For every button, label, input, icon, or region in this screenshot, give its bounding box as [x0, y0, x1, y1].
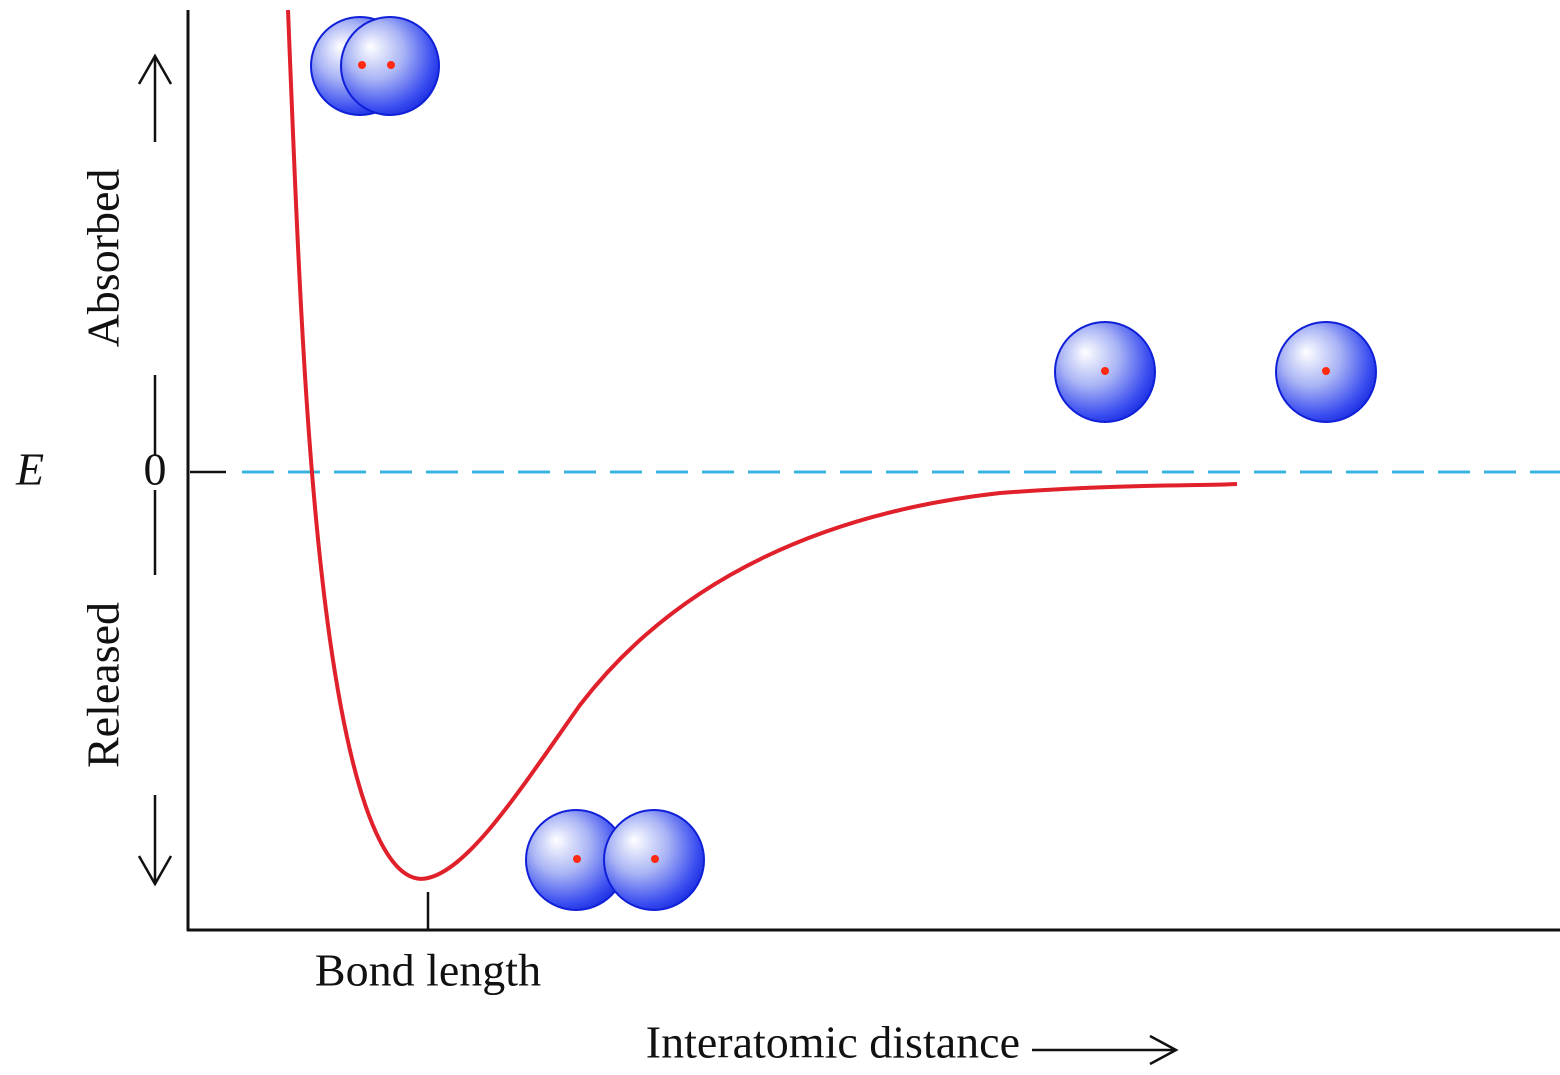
energy-symbol: E — [15, 444, 44, 495]
energy-arrows — [137, 53, 173, 887]
atoms — [310, 16, 1377, 911]
x-axis-arrow — [1032, 1034, 1179, 1066]
bond-length-label: Bond length — [315, 945, 541, 996]
zero-label: 0 — [144, 444, 167, 495]
x-axis-label: Interatomic distance — [646, 1017, 1020, 1068]
potential-curve — [286, 9, 1238, 881]
released-label: Released — [78, 602, 129, 768]
nuclei — [358, 61, 1330, 863]
absorbed-label: Absorbed — [78, 169, 129, 348]
